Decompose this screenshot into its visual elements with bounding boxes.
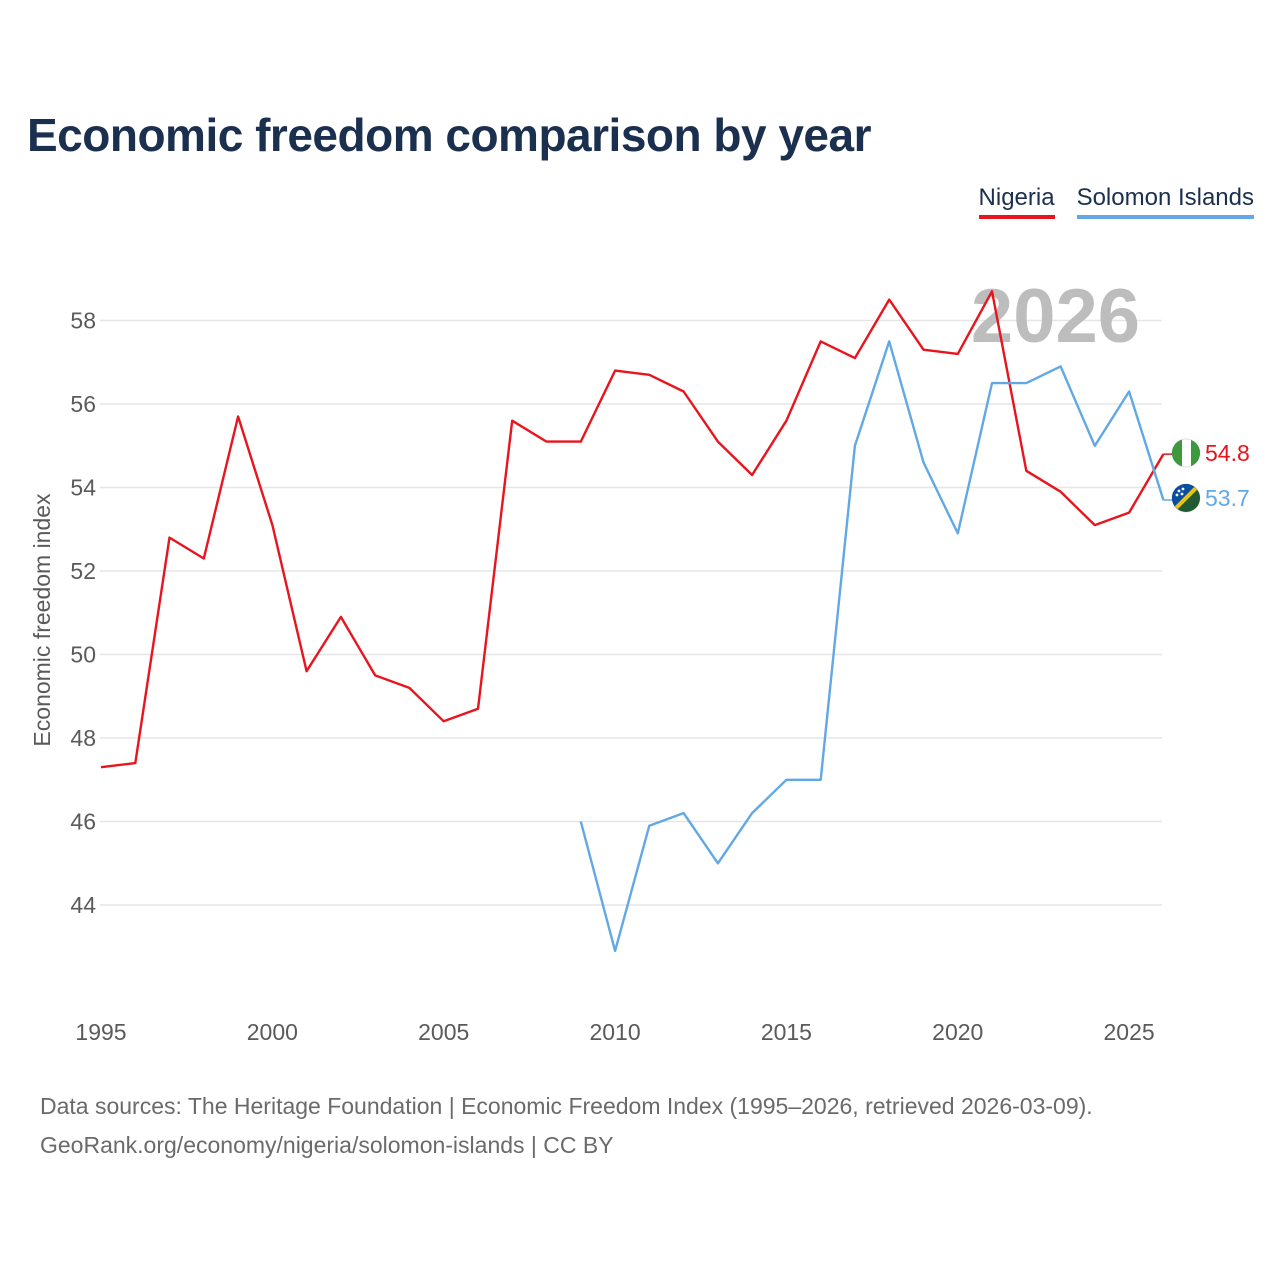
- nigeria-flag-icon: [1172, 439, 1200, 467]
- y-tick-label: 44: [70, 892, 96, 918]
- legend-item-solomon-islands[interactable]: Solomon Islands: [1076, 184, 1254, 219]
- series-line-nigeria: [100, 290, 1165, 769]
- end-value-label: 54.8: [1205, 440, 1250, 466]
- x-axis-ticks: 1995 2000 2005 2010 2015 2020 2025: [75, 1019, 1154, 1045]
- y-axis-label: Economic freedom index: [29, 493, 55, 747]
- y-tick-label: 46: [70, 809, 96, 835]
- x-tick-label: 2005: [418, 1019, 469, 1045]
- y-tick-label: 52: [70, 558, 96, 584]
- year-watermark: 2026: [971, 274, 1140, 359]
- end-marker-solomon-islands: 53.7: [1163, 483, 1250, 513]
- x-tick-label: 2000: [247, 1019, 298, 1045]
- end-markers: 54.8 53.7: [1163, 438, 1250, 513]
- x-tick-label: 2025: [1104, 1019, 1155, 1045]
- series-line-solomon-islands: [579, 340, 1165, 953]
- x-tick-label: 2010: [589, 1019, 640, 1045]
- legend-item-nigeria[interactable]: Nigeria: [978, 184, 1055, 219]
- x-tick-label: 2020: [932, 1019, 983, 1045]
- legend: Nigeria Solomon Islands: [978, 184, 1254, 219]
- y-tick-label: 56: [70, 391, 96, 417]
- end-marker-nigeria: 54.8: [1163, 438, 1250, 468]
- chart-title: Economic freedom comparison by year: [27, 109, 872, 161]
- footer-sources: Data sources: The Heritage Foundation | …: [40, 1093, 1093, 1119]
- solomon-islands-flag-icon: [1172, 484, 1200, 512]
- footer: Data sources: The Heritage Foundation | …: [40, 1087, 1093, 1165]
- y-tick-label: 50: [70, 642, 96, 668]
- y-axis-ticks: 44 46 48 50 52 54 56 58: [70, 308, 96, 919]
- gridlines: [100, 319, 1162, 906]
- series-lines: [100, 290, 1165, 953]
- footer-credit: GeoRank.org/economy/nigeria/solomon-isla…: [40, 1132, 614, 1158]
- x-tick-label: 1995: [75, 1019, 126, 1045]
- y-tick-label: 54: [70, 475, 96, 501]
- y-tick-label: 58: [70, 308, 96, 334]
- x-tick-label: 2015: [761, 1019, 812, 1045]
- y-tick-label: 48: [70, 725, 96, 751]
- end-value-label: 53.7: [1205, 485, 1250, 511]
